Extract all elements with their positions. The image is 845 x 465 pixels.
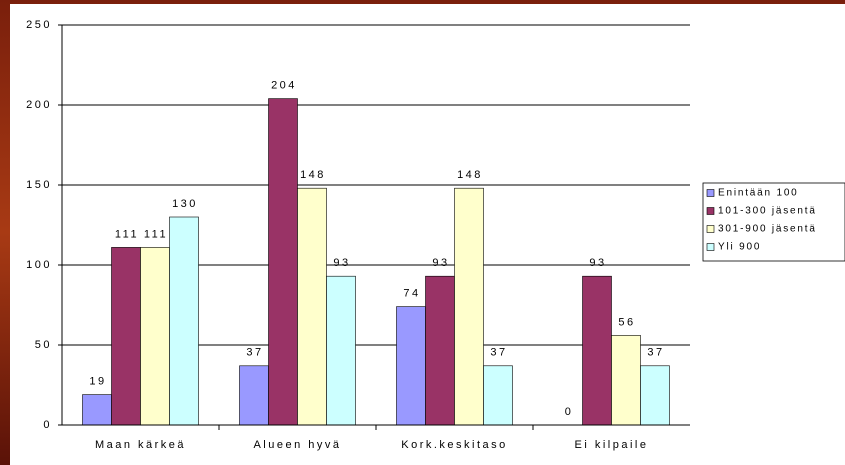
legend-swatch (706, 243, 715, 251)
y-tick-label: 200 (26, 99, 52, 111)
bar (82, 394, 112, 426)
y-tick-label: 100 (26, 259, 52, 271)
bar (268, 98, 298, 426)
value-label: 37 (490, 347, 507, 359)
value-label: 148 (300, 169, 326, 181)
value-label: 204 (271, 80, 297, 92)
value-label: 74 (403, 288, 420, 300)
value-label: 111 (144, 228, 168, 240)
bar (239, 365, 269, 426)
x-tick-label: Alueen hyvä (253, 439, 341, 451)
legend-swatch (706, 207, 715, 215)
bar (297, 187, 327, 426)
value-label: 93 (589, 257, 606, 269)
value-label: 37 (647, 347, 664, 359)
bar (582, 275, 612, 426)
value-label: 111 (115, 228, 139, 240)
legend-label: 301-900 jäsentä (718, 224, 817, 235)
value-label: 37 (246, 347, 263, 359)
y-tick-label: 150 (26, 179, 52, 191)
legend-swatch (706, 225, 715, 233)
y-tick-label: 50 (35, 339, 52, 351)
bar (111, 247, 141, 426)
bar (454, 187, 484, 426)
legend-label: Enintään 100 (718, 188, 799, 199)
value-label: 56 (618, 316, 635, 328)
bar (640, 365, 670, 426)
x-tick-label: Maan kärkeä (95, 439, 186, 451)
bar (611, 335, 641, 426)
value-label: 0 (565, 406, 574, 418)
bar (169, 216, 199, 426)
legend: Enintään 100 101-300 jäsentä 301-900 jäsen… (702, 182, 845, 262)
value-label: 19 (89, 376, 106, 388)
bar (396, 306, 426, 426)
y-tick-label: 250 (26, 19, 52, 31)
bar (425, 275, 455, 426)
x-tick-label: Ei kilpaile (575, 439, 649, 451)
y-tick-label: 0 (43, 419, 52, 431)
legend-swatch (706, 189, 715, 197)
value-label: 130 (172, 198, 198, 210)
value-label: 93 (333, 257, 350, 269)
bar (483, 365, 513, 426)
legend-box (702, 182, 845, 262)
x-tick-label: Kork.keskitaso (401, 439, 508, 451)
bar (326, 275, 356, 426)
bar (140, 247, 170, 426)
legend-label: 101-300 jäsentä (718, 206, 817, 217)
value-label: 148 (457, 169, 483, 181)
value-label: 93 (432, 257, 449, 269)
legend-label: Yli 900 (718, 242, 761, 253)
